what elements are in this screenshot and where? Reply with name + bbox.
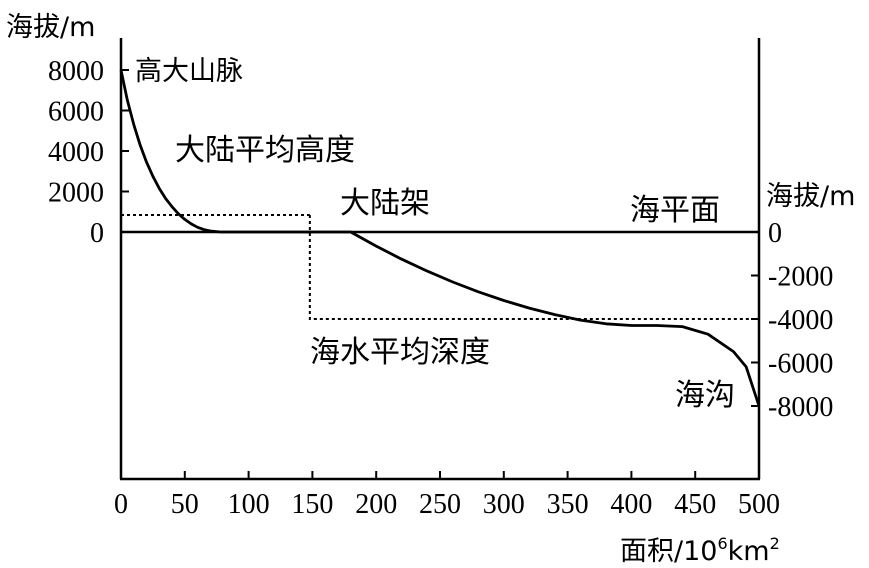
left-y-tick-label: 0	[90, 218, 104, 249]
right-y-tick-label: 0	[768, 218, 782, 249]
x-tick-label: 250	[419, 489, 461, 520]
left-y-tick-label: 8000	[48, 56, 104, 87]
left-y-tick-label: 6000	[48, 97, 104, 128]
right-y-tick-labels: 0 -2000 -4000 -6000 -8000	[768, 218, 833, 423]
x-tick-label: 450	[674, 489, 716, 520]
x-axis-title-unit-sup: 2	[770, 534, 780, 553]
annotation-high-mountains: 高大山脉	[135, 56, 243, 87]
x-tick-marks	[120, 471, 760, 479]
right-y-tick-label: -6000	[768, 349, 833, 380]
annotation-mean-ocean-depth: 海水平均深度	[310, 335, 490, 370]
left-y-tick-label: 2000	[48, 178, 104, 209]
left-y-tick-marks	[121, 69, 129, 233]
annotation-trench: 海沟	[675, 378, 735, 413]
left-axis-title: 海拔/m	[6, 12, 95, 43]
x-axis-title-sup: 6	[717, 534, 727, 553]
right-axis-title: 海拔/m	[766, 181, 855, 212]
x-tick-label: 100	[228, 489, 270, 520]
x-axis-title-unit: km	[728, 536, 770, 567]
hypsometric-curve	[119, 69, 761, 407]
left-y-tick-label: 4000	[48, 137, 104, 168]
right-y-tick-label: -8000	[768, 392, 833, 423]
x-tick-label: 200	[355, 489, 397, 520]
annotation-sea-level: 海平面	[630, 193, 720, 228]
x-tick-label: 300	[483, 489, 525, 520]
x-tick-label: 0	[114, 489, 128, 520]
x-tick-label: 500	[738, 489, 780, 520]
right-y-tick-label: -4000	[768, 305, 833, 336]
mean-ocean-depth-line	[308, 214, 759, 320]
x-tick-label: 350	[547, 489, 589, 520]
right-y-tick-marks	[751, 231, 759, 407]
x-axis-title: 面积/106km2	[620, 534, 780, 567]
right-y-tick-label: -2000	[768, 262, 833, 293]
x-tick-label: 50	[171, 489, 199, 520]
x-tick-label: 400	[610, 489, 652, 520]
annotation-mean-land-height: 大陆平均高度	[175, 133, 355, 168]
x-tick-label: 150	[291, 489, 333, 520]
x-axis-title-base: 面积/10	[620, 536, 717, 567]
left-y-tick-labels: 8000 6000 4000 2000 0	[48, 56, 104, 249]
x-tick-labels: 0 50 100 150 200 250 300 350 400 450 500	[114, 489, 780, 520]
annotation-continental-shelf: 大陆架	[340, 186, 430, 221]
